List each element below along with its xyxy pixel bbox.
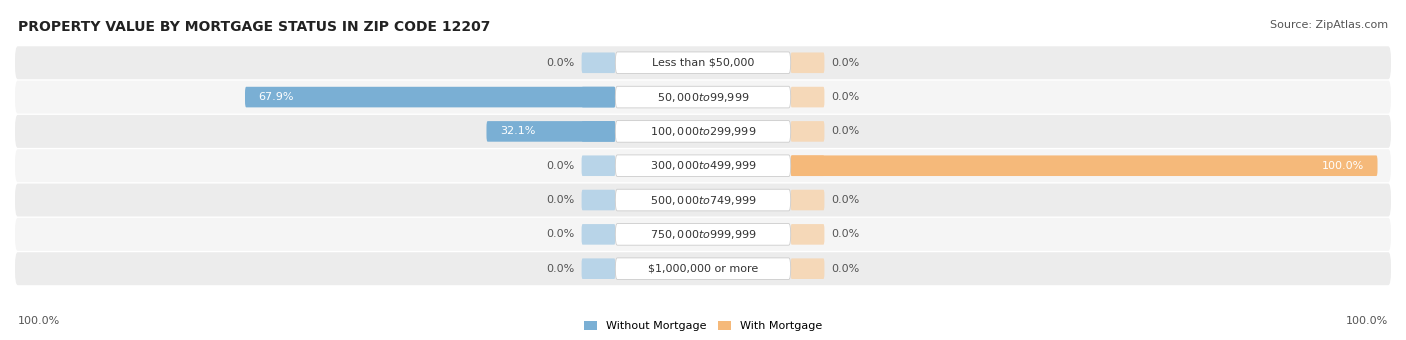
Text: 0.0%: 0.0% [831,92,859,102]
FancyBboxPatch shape [15,218,1391,251]
FancyBboxPatch shape [616,258,790,279]
FancyBboxPatch shape [582,155,616,176]
Text: $50,000 to $99,999: $50,000 to $99,999 [657,90,749,104]
Text: Less than $50,000: Less than $50,000 [652,58,754,68]
Text: 100.0%: 100.0% [1322,161,1364,171]
Text: $300,000 to $499,999: $300,000 to $499,999 [650,159,756,172]
Text: 0.0%: 0.0% [547,230,575,239]
FancyBboxPatch shape [790,224,824,245]
Text: 0.0%: 0.0% [831,126,859,136]
FancyBboxPatch shape [15,115,1391,148]
FancyBboxPatch shape [582,224,616,245]
FancyBboxPatch shape [790,155,824,176]
Text: 0.0%: 0.0% [547,195,575,205]
FancyBboxPatch shape [245,87,616,107]
FancyBboxPatch shape [15,46,1391,79]
FancyBboxPatch shape [582,87,616,107]
Legend: Without Mortgage, With Mortgage: Without Mortgage, With Mortgage [583,321,823,331]
Text: 100.0%: 100.0% [1346,316,1388,326]
FancyBboxPatch shape [582,258,616,279]
FancyBboxPatch shape [582,190,616,210]
Text: $1,000,000 or more: $1,000,000 or more [648,264,758,274]
FancyBboxPatch shape [15,184,1391,217]
FancyBboxPatch shape [15,149,1391,182]
Text: PROPERTY VALUE BY MORTGAGE STATUS IN ZIP CODE 12207: PROPERTY VALUE BY MORTGAGE STATUS IN ZIP… [18,20,491,34]
FancyBboxPatch shape [616,224,790,245]
Text: 100.0%: 100.0% [18,316,60,326]
FancyBboxPatch shape [616,86,790,108]
Text: 67.9%: 67.9% [259,92,294,102]
FancyBboxPatch shape [790,258,824,279]
FancyBboxPatch shape [790,52,824,73]
Text: Source: ZipAtlas.com: Source: ZipAtlas.com [1270,20,1388,30]
Text: 0.0%: 0.0% [831,230,859,239]
FancyBboxPatch shape [790,155,1378,176]
FancyBboxPatch shape [790,190,824,210]
FancyBboxPatch shape [616,121,790,142]
Text: 32.1%: 32.1% [501,126,536,136]
Text: $750,000 to $999,999: $750,000 to $999,999 [650,228,756,241]
FancyBboxPatch shape [582,121,616,142]
FancyBboxPatch shape [616,52,790,73]
FancyBboxPatch shape [15,81,1391,114]
FancyBboxPatch shape [582,52,616,73]
FancyBboxPatch shape [15,252,1391,285]
Text: 0.0%: 0.0% [831,58,859,68]
FancyBboxPatch shape [790,87,824,107]
Text: 0.0%: 0.0% [831,195,859,205]
Text: $500,000 to $749,999: $500,000 to $749,999 [650,193,756,206]
FancyBboxPatch shape [790,121,824,142]
FancyBboxPatch shape [486,121,616,142]
FancyBboxPatch shape [616,155,790,176]
Text: $100,000 to $299,999: $100,000 to $299,999 [650,125,756,138]
FancyBboxPatch shape [616,189,790,211]
Text: 0.0%: 0.0% [547,264,575,274]
Text: 0.0%: 0.0% [831,264,859,274]
Text: 0.0%: 0.0% [547,58,575,68]
Text: 0.0%: 0.0% [547,161,575,171]
